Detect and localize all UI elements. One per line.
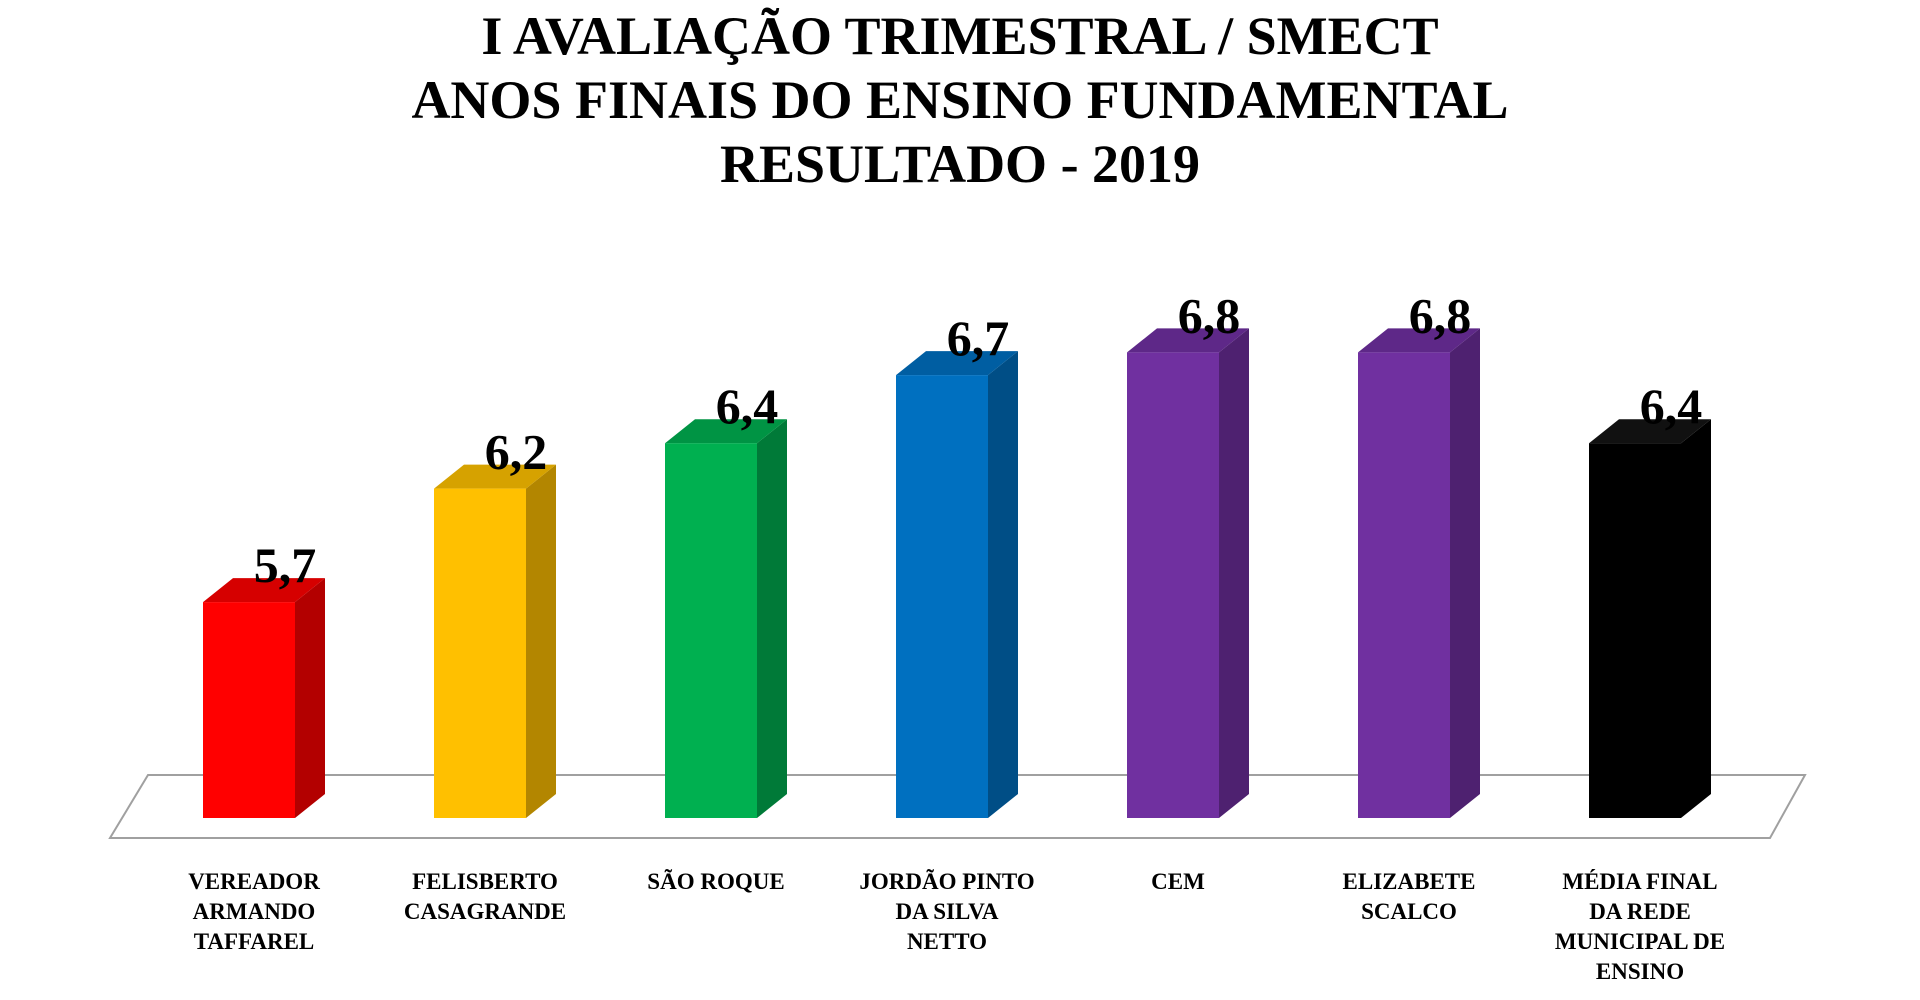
bar (1358, 352, 1450, 818)
chart-title: I AVALIAÇÃO TRIMESTRAL / SMECT ANOS FINA… (0, 4, 1920, 196)
category-label-line: JORDÃO PINTO (859, 869, 1034, 894)
category-label-line: ARMANDO (193, 899, 316, 924)
bar-top (896, 351, 1018, 376)
bar-top (1589, 419, 1711, 444)
chart-title-line-1: I AVALIAÇÃO TRIMESTRAL / SMECT (481, 6, 1439, 66)
bar (665, 443, 757, 818)
category-label-line: FELISBERTO (412, 869, 558, 894)
bar-top (434, 464, 556, 489)
category-label-line: DA SILVA (896, 899, 999, 924)
bar (896, 375, 988, 818)
value-label: 5,7 (254, 537, 317, 593)
bar-side (526, 464, 556, 818)
category-label-line: SÃO ROQUE (647, 869, 784, 894)
bar-side (1681, 419, 1711, 818)
category-label: SÃO ROQUE (647, 869, 784, 894)
category-label-line: MÉDIA FINAL (1562, 869, 1717, 894)
category-label-line: SCALCO (1361, 899, 1457, 924)
category-label-line: TAFFAREL (194, 929, 315, 954)
bar-top (665, 419, 787, 444)
bar-side (1450, 328, 1480, 818)
category-label-line: CASAGRANDE (404, 899, 566, 924)
bar (1589, 443, 1681, 818)
category-label: CEM (1151, 869, 1205, 894)
value-label: 6,2 (485, 424, 548, 480)
value-label: 6,7 (947, 310, 1010, 366)
bar (203, 602, 295, 818)
value-label: 6,4 (716, 378, 779, 434)
category-label-line: ENSINO (1596, 959, 1684, 984)
category-label: VEREADOR ARMANDO TAFFAREL (188, 869, 320, 954)
category-label-line: MUNICIPAL DE (1555, 929, 1725, 954)
value-label: 6,4 (1640, 378, 1703, 434)
bar (434, 488, 526, 818)
value-label: 6,8 (1409, 287, 1472, 343)
chart-title-line-2: ANOS FINAIS DO ENSINO FUNDAMENTAL (411, 70, 1509, 130)
bar-top (1127, 328, 1249, 353)
value-label: 6,8 (1178, 287, 1241, 343)
category-label: FELISBERTO CASAGRANDE (404, 869, 566, 924)
bar (1127, 352, 1219, 818)
bar-side (1219, 328, 1249, 818)
category-label-line: VEREADOR (188, 869, 320, 894)
category-label: MÉDIA FINAL DA REDE MUNICIPAL DE ENSINO (1555, 869, 1725, 984)
category-label: JORDÃO PINTO DA SILVA NETTO (859, 869, 1034, 954)
category-label-line: DA REDE (1589, 899, 1691, 924)
bar-side (757, 419, 787, 818)
chart-title-line-3: RESULTADO - 2019 (719, 134, 1201, 194)
bar-side (988, 351, 1018, 818)
bar-side (295, 578, 325, 818)
category-label: ELIZABETE SCALCO (1343, 869, 1476, 924)
category-label-line: ELIZABETE (1343, 869, 1476, 894)
bar-top (1358, 328, 1480, 353)
category-label-line: CEM (1151, 869, 1205, 894)
category-label-line: NETTO (907, 929, 987, 954)
bar-top (203, 578, 325, 603)
